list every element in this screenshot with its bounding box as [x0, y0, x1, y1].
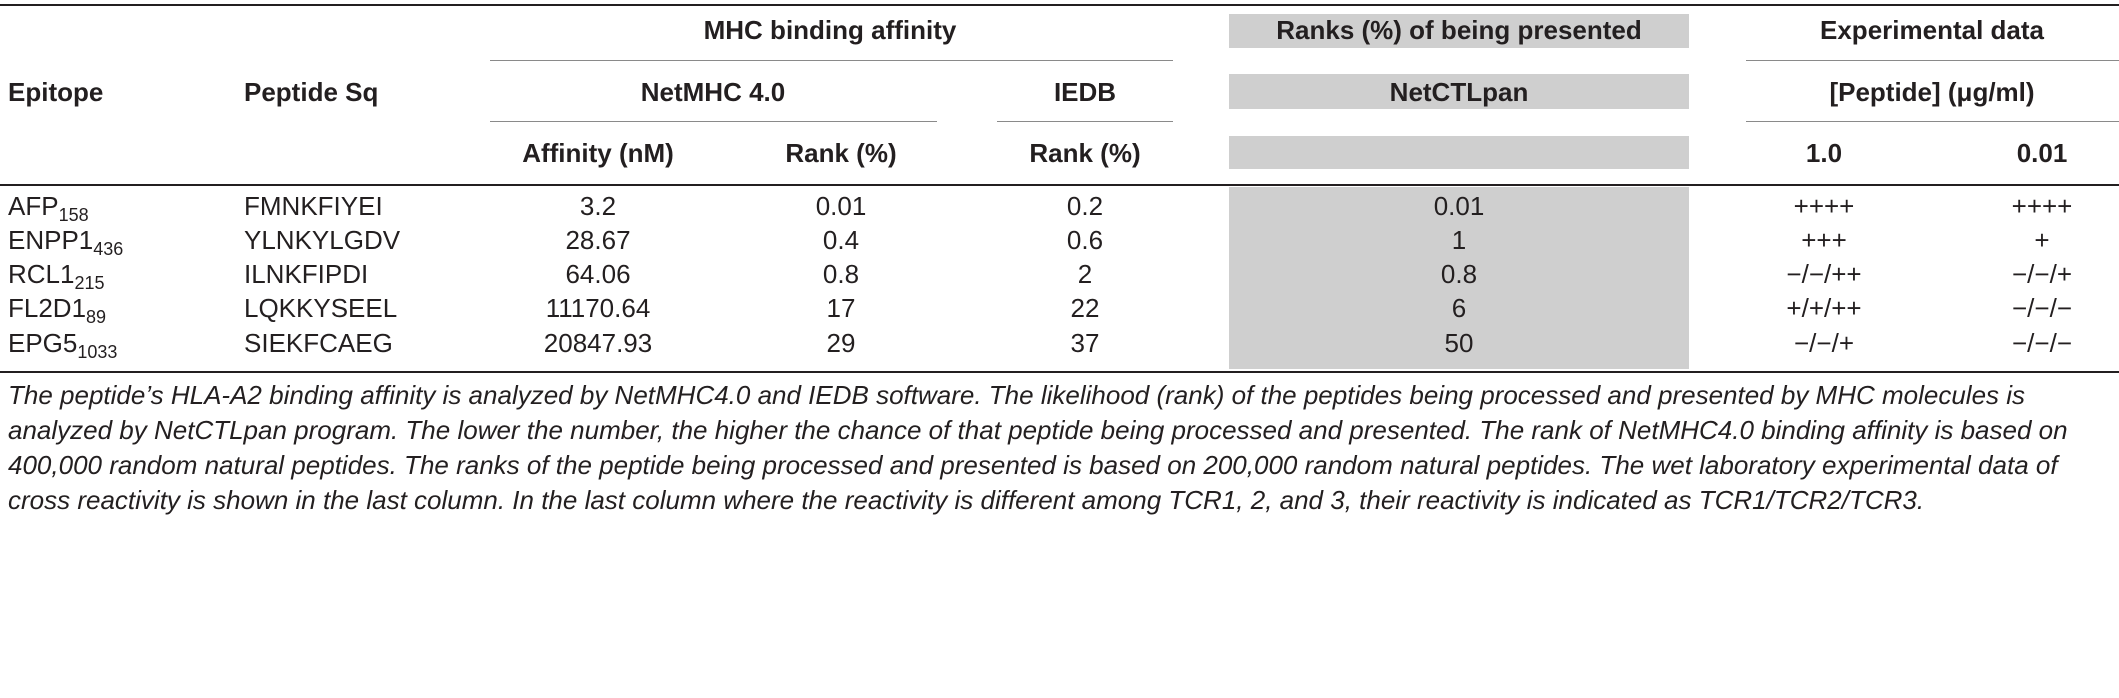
table-row-rank-iedb: 0.2	[1066, 191, 1104, 221]
table-row-peptide: LQKKYSEEL	[244, 293, 398, 323]
table-row-exp-conc-1: −/−/+	[1794, 328, 1854, 358]
header-experimental-data: Experimental data	[1820, 15, 2044, 45]
table-row-exp-conc-2: ++++	[2011, 191, 2073, 221]
header-netctlpan: NetCTLpan	[1389, 77, 1529, 107]
table-row-affinity: 3.2	[579, 191, 617, 221]
table-row-exp-conc-2: +	[2034, 225, 2050, 255]
header-mhc-binding-affinity: MHC binding affinity	[703, 15, 957, 45]
header-peptide-sq: Peptide Sq	[244, 77, 379, 107]
header-rank-netmhc: Rank (%)	[785, 138, 897, 168]
table-row-rank-netmhc: 0.8	[822, 259, 860, 289]
table-row-affinity: 20847.93	[543, 328, 653, 358]
table-row-affinity: 64.06	[565, 259, 631, 289]
table-row-epitope: EPG51033	[8, 328, 118, 362]
header-bottom-rule	[0, 184, 2119, 186]
header-iedb: IEDB	[1053, 77, 1117, 107]
netctlpan-column-shade	[1229, 187, 1689, 369]
mhc-group-rule	[490, 60, 1173, 61]
header-conc-2: 0.01	[2016, 138, 2068, 168]
table-row-exp-conc-1: ++++	[1793, 191, 1855, 221]
table-row-peptide: SIEKFCAEG	[244, 328, 393, 358]
header-epitope: Epitope	[8, 77, 104, 107]
header-netmhc: NetMHC 4.0	[640, 77, 786, 107]
table-row-netctlpan: 6	[1451, 293, 1467, 323]
header-rank-iedb: Rank (%)	[1029, 138, 1141, 168]
epitope-subscript: 436	[93, 239, 124, 259]
table-row-epitope: FL2D189	[8, 293, 107, 327]
table-row-rank-netmhc: 29	[826, 328, 856, 358]
table-row-exp-conc-1: +++	[1801, 225, 1847, 255]
table-top-rule	[0, 4, 2119, 6]
table-row-peptide: YLNKYLGDV	[244, 225, 401, 255]
table-row-rank-netmhc: 17	[826, 293, 856, 323]
experimental-group-rule	[1746, 60, 2119, 61]
table-row-netctlpan: 1	[1451, 225, 1467, 255]
conc-group-rule	[1746, 121, 2119, 122]
table-row-rank-netmhc: 0.4	[822, 225, 860, 255]
epitope-subscript: 89	[86, 307, 107, 327]
table-row-peptide: FMNKFIYEI	[244, 191, 383, 221]
iedb-group-rule	[997, 121, 1173, 122]
netctlpan-subheader-shade	[1229, 136, 1689, 169]
table-row-netctlpan: 50	[1444, 328, 1474, 358]
header-affinity-nm: Affinity (nM)	[522, 138, 674, 168]
table-row-exp-conc-2: −/−/−	[2012, 293, 2072, 323]
epitope-subscript: 215	[74, 273, 105, 293]
table-row-exp-conc-1: −/−/++	[1786, 259, 1862, 289]
header-ranks-presented: Ranks (%) of being presented	[1276, 15, 1642, 45]
epitope-subscript: 1033	[77, 342, 118, 362]
epitope-subscript: 158	[58, 205, 89, 225]
table-row-affinity: 11170.64	[545, 293, 651, 323]
table-caption: The peptide’s HLA-A2 binding affinity is…	[8, 380, 2068, 515]
table-row-exp-conc-2: −/−/−	[2012, 328, 2072, 358]
table-row-rank-iedb: 37	[1070, 328, 1100, 358]
table-row-rank-iedb: 22	[1070, 293, 1100, 323]
header-peptide-concentration: [Peptide] (μg/ml)	[1829, 77, 2035, 107]
header-conc-1: 1.0	[1805, 138, 1843, 168]
table-row-epitope: ENPP1436	[8, 225, 124, 259]
table-row-affinity: 28.67	[565, 225, 631, 255]
table-row-netctlpan: 0.01	[1433, 191, 1485, 221]
table-row-exp-conc-1: +/+/++	[1786, 293, 1862, 323]
table-row-netctlpan: 0.8	[1440, 259, 1478, 289]
table-row-rank-netmhc: 0.01	[815, 191, 867, 221]
table-row-rank-iedb: 2	[1077, 259, 1093, 289]
table-row-exp-conc-2: −/−/+	[2012, 259, 2072, 289]
ranks-group-shade	[1229, 14, 1689, 48]
netmhc-group-rule	[490, 121, 937, 122]
table-row-epitope: RCL1215	[8, 259, 105, 293]
table-row-peptide: ILNKFIPDI	[244, 259, 369, 289]
netctlpan-header-shade	[1229, 74, 1689, 109]
table-bottom-rule	[0, 371, 2119, 373]
table-row-epitope: AFP158	[8, 191, 89, 225]
table-row-rank-iedb: 0.6	[1066, 225, 1104, 255]
